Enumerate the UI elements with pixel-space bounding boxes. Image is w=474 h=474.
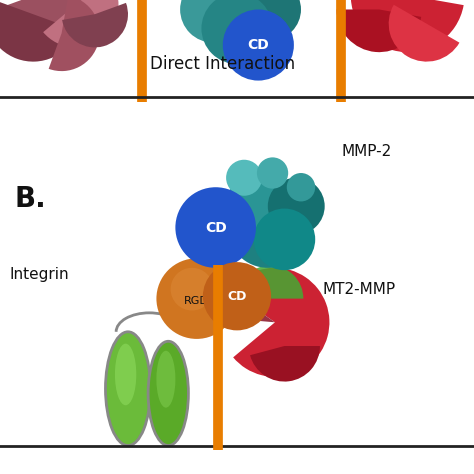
Circle shape	[228, 171, 289, 232]
Ellipse shape	[148, 341, 188, 446]
Circle shape	[239, 0, 301, 40]
Circle shape	[223, 9, 294, 81]
Text: CD: CD	[205, 220, 227, 235]
Text: Direct Interaction: Direct Interaction	[150, 55, 295, 73]
Text: B.: B.	[14, 185, 46, 213]
Circle shape	[156, 258, 237, 339]
Circle shape	[268, 178, 325, 235]
Circle shape	[228, 187, 308, 268]
Wedge shape	[250, 346, 320, 382]
Wedge shape	[237, 265, 303, 299]
Text: CD: CD	[228, 290, 246, 303]
Circle shape	[206, 0, 277, 31]
Circle shape	[180, 0, 246, 43]
Text: MT2-MMP: MT2-MMP	[322, 282, 395, 297]
Text: MMP-2: MMP-2	[341, 144, 392, 159]
Wedge shape	[351, 0, 464, 52]
Wedge shape	[230, 268, 329, 377]
Ellipse shape	[105, 332, 151, 446]
Wedge shape	[49, 0, 100, 71]
Wedge shape	[0, 0, 109, 52]
Circle shape	[254, 209, 315, 270]
Wedge shape	[220, 291, 275, 322]
Wedge shape	[389, 5, 459, 62]
Text: Integrin: Integrin	[9, 267, 69, 283]
Wedge shape	[43, 0, 118, 47]
Circle shape	[287, 173, 315, 201]
Text: CD: CD	[247, 38, 269, 52]
Circle shape	[201, 0, 273, 64]
Circle shape	[203, 262, 271, 330]
Wedge shape	[62, 3, 128, 47]
Circle shape	[175, 187, 256, 268]
Wedge shape	[337, 9, 421, 52]
Wedge shape	[0, 0, 78, 62]
Ellipse shape	[115, 344, 137, 405]
Text: RGD: RGD	[184, 296, 209, 306]
Circle shape	[171, 268, 213, 310]
Circle shape	[226, 160, 262, 196]
Ellipse shape	[156, 351, 175, 408]
Circle shape	[257, 157, 288, 189]
